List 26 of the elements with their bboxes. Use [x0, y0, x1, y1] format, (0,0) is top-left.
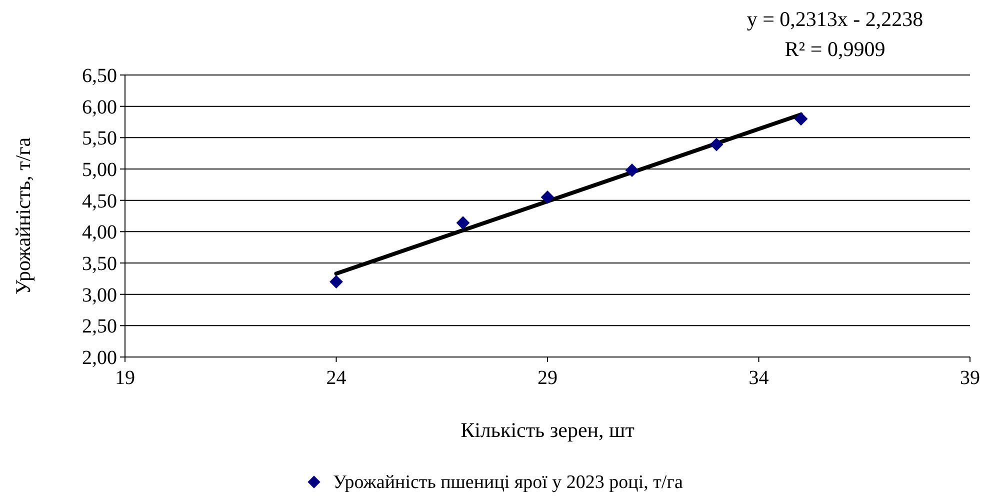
- point: [710, 138, 724, 152]
- x-tick-label: 24: [326, 367, 346, 389]
- y-tick-label: 3,00: [82, 284, 117, 306]
- x-tick-label: 29: [538, 367, 558, 389]
- y-tick-label: 4,00: [82, 222, 117, 244]
- y-tick-label: 2,00: [82, 347, 117, 369]
- x-tick-label: 39: [960, 367, 980, 389]
- x-tick-label: 19: [115, 367, 135, 389]
- y-tick-label: 6,00: [82, 96, 117, 118]
- x-axis-title: Кількість зерен, шт: [460, 418, 634, 442]
- x-tick-label: 34: [748, 367, 769, 389]
- point: [794, 112, 808, 126]
- point: [625, 164, 639, 177]
- y-tick-label: 5,00: [82, 159, 117, 181]
- point: [540, 190, 554, 204]
- point: [456, 216, 470, 230]
- text: y = 0,2313x - 2,2238: [746, 7, 924, 31]
- y-axis-title: Урожайність, т/га: [11, 136, 35, 295]
- y-tick-label: 4,50: [82, 190, 117, 212]
- point: [330, 275, 343, 289]
- legend-label: Урожайність пшениці ярої у 2023 році, т/га: [333, 472, 684, 493]
- y-tick-label: 2,50: [82, 316, 117, 338]
- y-tick-label: 3,50: [82, 253, 117, 275]
- y-tick-label: 5,50: [82, 128, 117, 150]
- text: R² = 0,9909: [784, 37, 886, 61]
- y-tick-label: 6,50: [82, 65, 117, 87]
